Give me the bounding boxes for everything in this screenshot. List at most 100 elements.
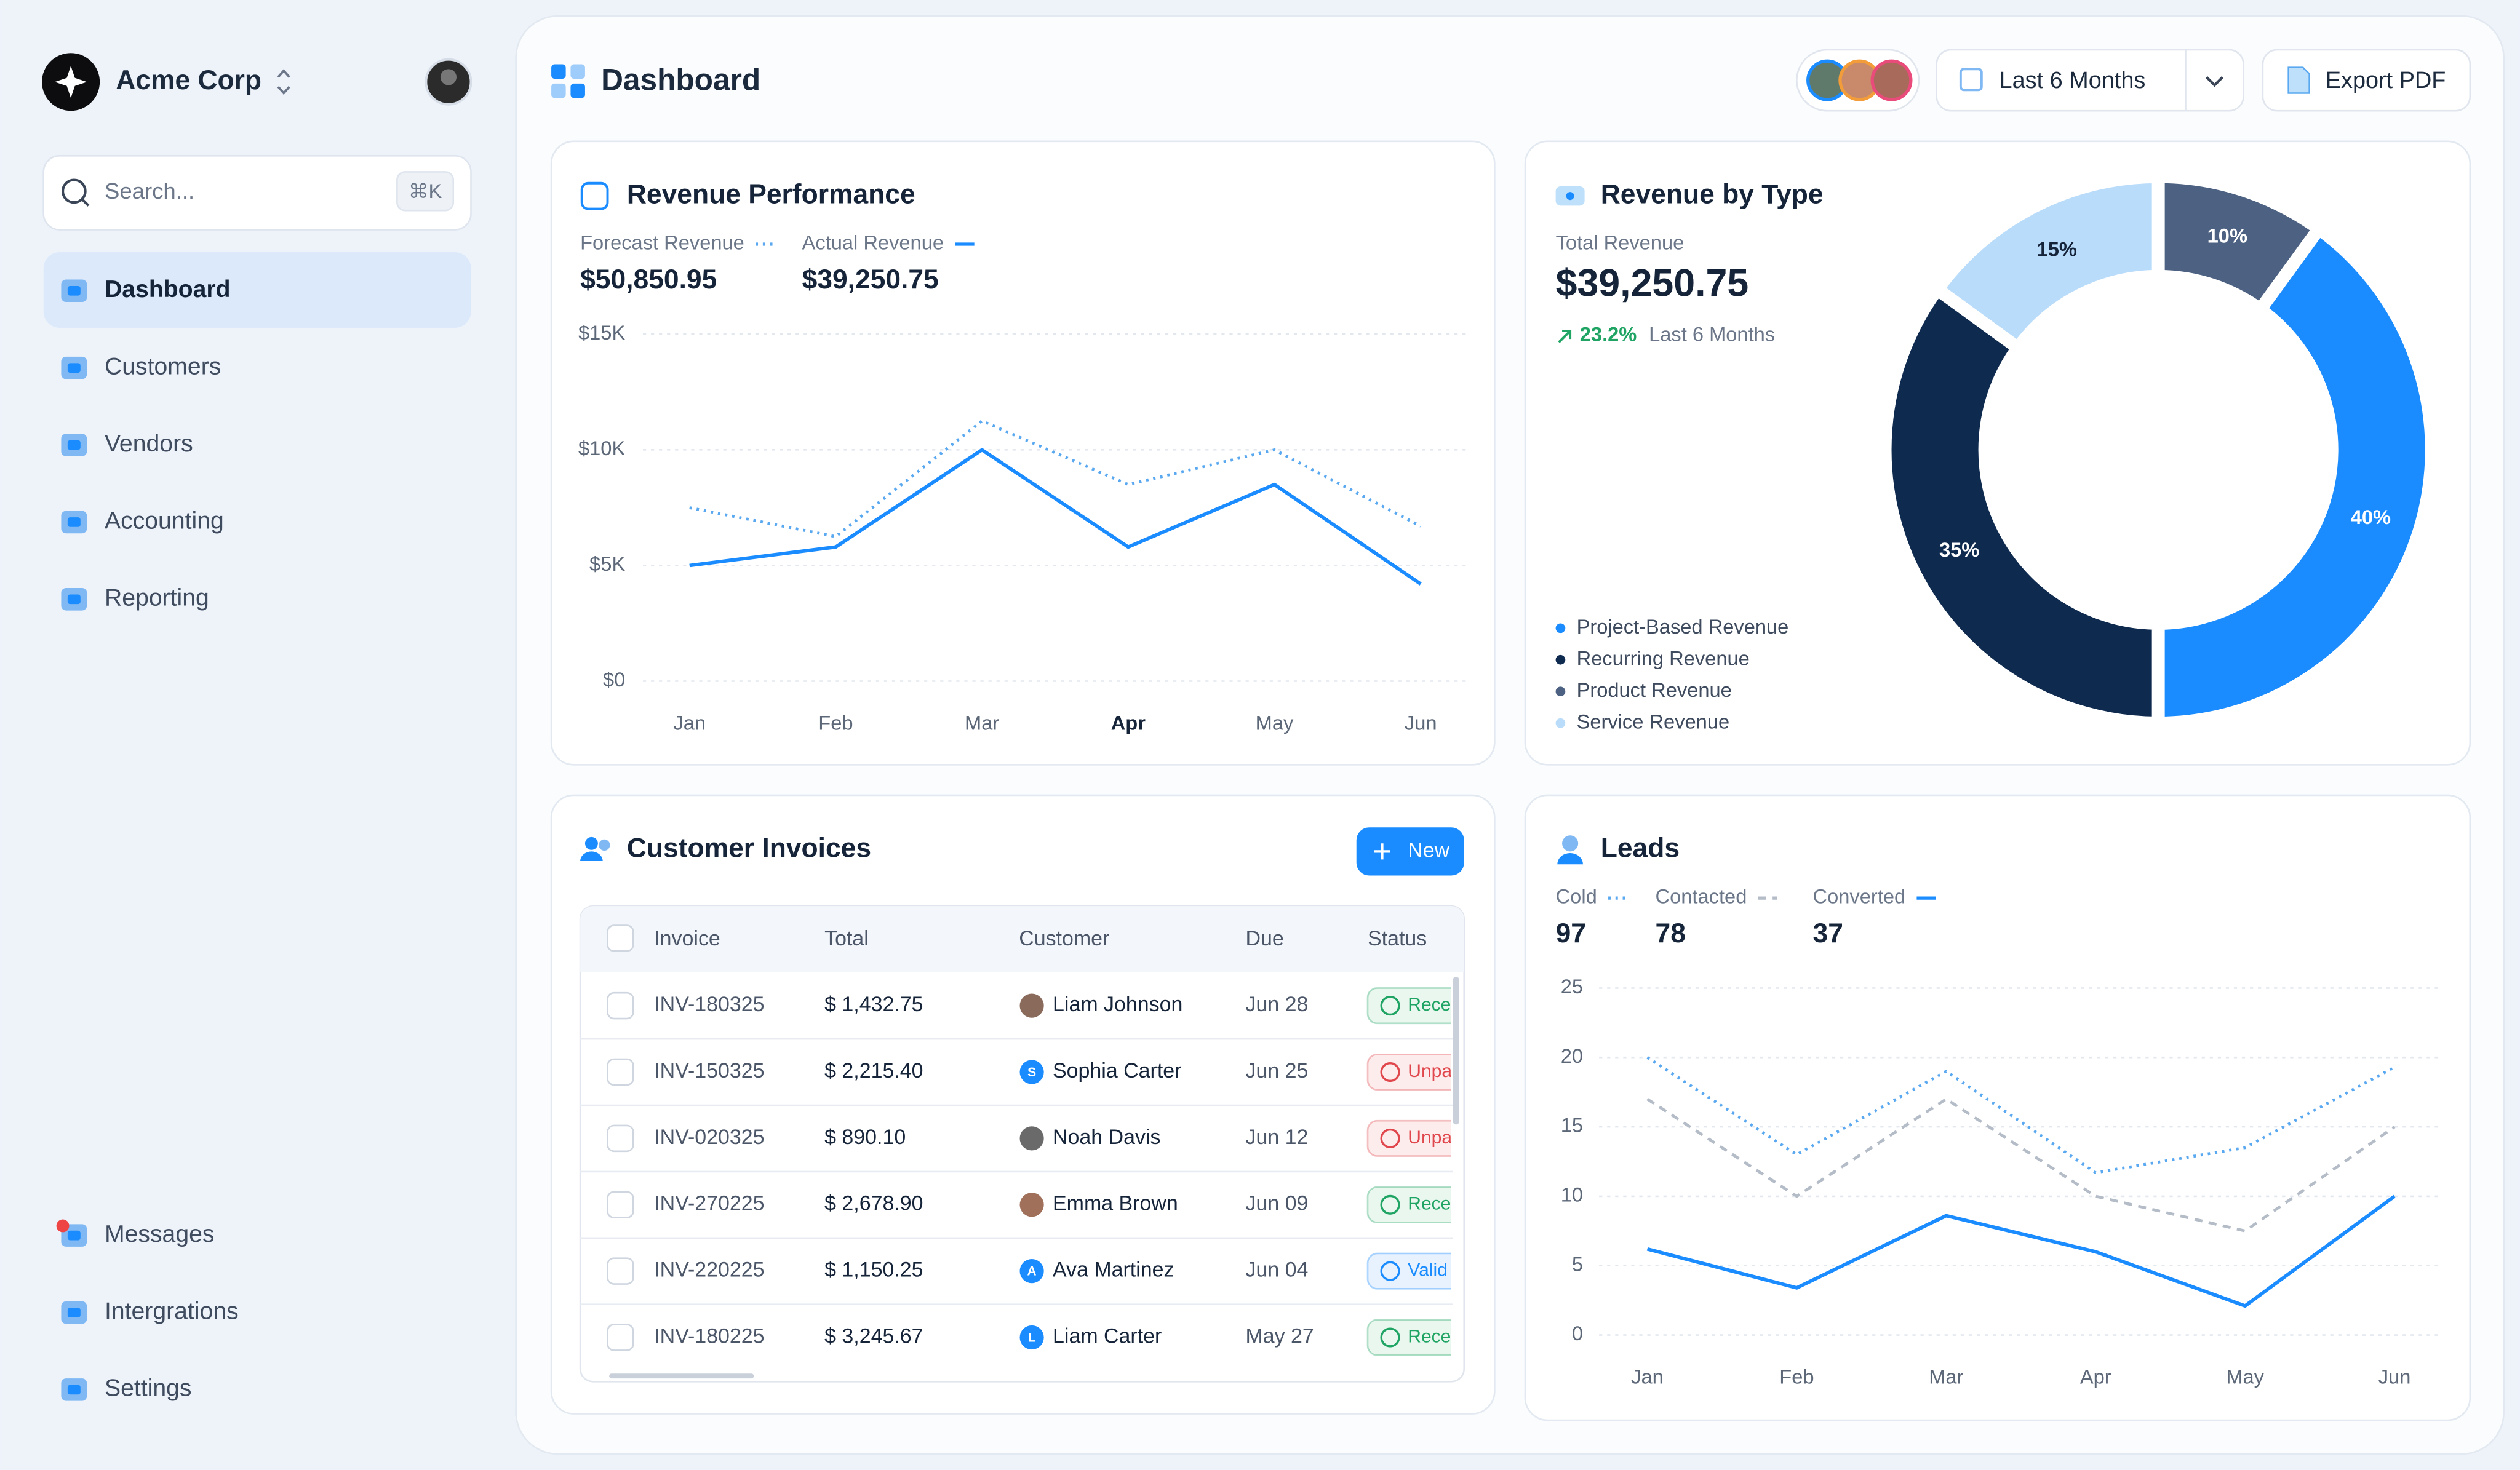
pie-label: 15% [2037, 237, 2077, 260]
row-checkbox[interactable] [607, 1124, 634, 1153]
due-date: Jun 09 [1245, 1192, 1308, 1215]
page-title: Dashboard [601, 62, 760, 97]
nav-icon [67, 1385, 81, 1395]
customer-avatar [1019, 993, 1044, 1018]
x-tick-label: Jun [2378, 1365, 2411, 1388]
status-badge: Received [1366, 987, 1485, 1025]
status-label: Received [1408, 995, 1485, 1015]
series-line [1646, 1056, 2396, 1174]
legend-label: Cold [1556, 885, 1597, 908]
series-total: $39,250.75 [802, 264, 939, 295]
x-tick-label: Mar [965, 712, 999, 734]
invoice-total: $ 890.10 [824, 1126, 906, 1149]
x-tick-label: Apr [2080, 1365, 2111, 1388]
pie-label: 10% [2207, 224, 2247, 247]
x-tick-label: Feb [818, 712, 853, 734]
nav-item[interactable]: Messages [105, 1221, 215, 1247]
nav-item[interactable]: Reporting [105, 585, 209, 611]
new-button-plus [1374, 843, 1390, 860]
row-checkbox[interactable] [607, 1324, 634, 1351]
column-header: Customer [1019, 927, 1109, 950]
status-badge: Valid [1366, 1252, 1451, 1290]
status-label: Valid [1408, 1260, 1448, 1281]
h-scrollbar [609, 1373, 754, 1379]
row-checkbox[interactable] [607, 1058, 634, 1086]
nav-active [43, 252, 471, 328]
search-icon [61, 178, 87, 204]
row-checkbox[interactable] [607, 1191, 634, 1218]
new-button[interactable] [1356, 827, 1464, 876]
invoice-id: INV-270225 [654, 1192, 764, 1215]
status-icon [1380, 1261, 1400, 1281]
change-arrow [1558, 330, 1572, 343]
header-icon [570, 83, 585, 98]
v-scrollbar [1453, 977, 1459, 1125]
customer-name: Emma Brown [1053, 1192, 1178, 1215]
chart-title: Leads [1601, 833, 1680, 863]
customer-name: Liam Johnson [1053, 993, 1182, 1016]
change-value: 23.2% [1580, 323, 1637, 346]
status-badge: Received [1366, 1186, 1451, 1223]
x-tick-label: Jan [673, 712, 706, 734]
nav-item[interactable]: Intergrations [105, 1298, 239, 1324]
shortcut-label: ⌘K [409, 180, 442, 202]
period-select[interactable] [1936, 49, 2244, 112]
y-tick-label: 0 [1572, 1322, 1583, 1345]
row-checkbox[interactable] [607, 1257, 634, 1285]
column-header: Due [1245, 927, 1283, 950]
y-tick-label: $5K [589, 552, 625, 575]
invoice-total: $ 1,432.75 [824, 993, 923, 1016]
x-tick-label: Apr [1111, 712, 1146, 734]
nav-item[interactable]: Vendors [105, 431, 193, 457]
user-avatar-face [440, 69, 457, 85]
legend-label: Converted [1813, 885, 1906, 908]
avatar-initial: A [1027, 1264, 1037, 1278]
header: Dashboard Last 6 Months Export PDF [551, 49, 2471, 112]
status-label: Unpaid [1408, 1061, 1466, 1081]
status-badge: Unpaid [1366, 1119, 1451, 1157]
brand-switcher[interactable] [277, 69, 290, 95]
customer-avatar [1019, 1193, 1044, 1217]
pie-slice [1878, 282, 2165, 729]
nav-icon [67, 594, 81, 605]
nav-icon [67, 1308, 81, 1317]
legend-dot [1555, 686, 1566, 697]
column-header: Invoice [654, 927, 720, 950]
nav-item[interactable]: Settings [105, 1375, 192, 1402]
notification-dot [56, 1219, 70, 1233]
due-date: Jun 04 [1245, 1258, 1308, 1282]
legend-label: Service Revenue [1577, 710, 1730, 733]
legend-label: Forecast Revenue [580, 231, 744, 254]
legend-label: Product Revenue [1577, 678, 1732, 701]
customer-avatar [1019, 1126, 1044, 1151]
table-body: Invoice Total Customer Due Status INV-180325 $… [580, 927, 1485, 1356]
invoice-total: $ 2,678.90 [824, 1192, 923, 1215]
invoice-id: INV-180225 [654, 1324, 764, 1348]
legend-label: Contacted [1656, 885, 1747, 908]
nav-item[interactable]: Dashboard [105, 276, 231, 303]
period-chevron [2206, 76, 2224, 87]
avatar-initial: S [1027, 1065, 1036, 1079]
row-checkbox[interactable] [607, 991, 634, 1020]
export-label: Export PDF [2326, 68, 2446, 93]
header-checkbox[interactable] [607, 924, 634, 952]
status-icon [1380, 1062, 1400, 1083]
legend-label: Actual Revenue [802, 231, 944, 254]
invoices-title: Customer Invoices [627, 833, 871, 863]
status-icon [1380, 1327, 1400, 1348]
x-tick-label: May [1256, 712, 1294, 734]
search-box[interactable] [42, 155, 472, 231]
export-button[interactable] [2262, 49, 2471, 112]
nav-item[interactable]: Customers [105, 353, 221, 379]
invoices-icon [584, 836, 598, 850]
legend-dot [1555, 718, 1566, 728]
calendar-icon [1959, 68, 1983, 92]
customer-avatar [1019, 1325, 1044, 1350]
series-total: $50,850.95 [580, 264, 717, 295]
y-tick-label: $15K [578, 321, 625, 344]
change-period: Last 6 Months [1649, 323, 1775, 346]
nav-item[interactable]: Accounting [105, 507, 224, 534]
column-header: Total [824, 927, 869, 950]
invoice-id: INV-020325 [654, 1126, 764, 1149]
pie-subtitle: Total Revenue [1556, 231, 1685, 254]
